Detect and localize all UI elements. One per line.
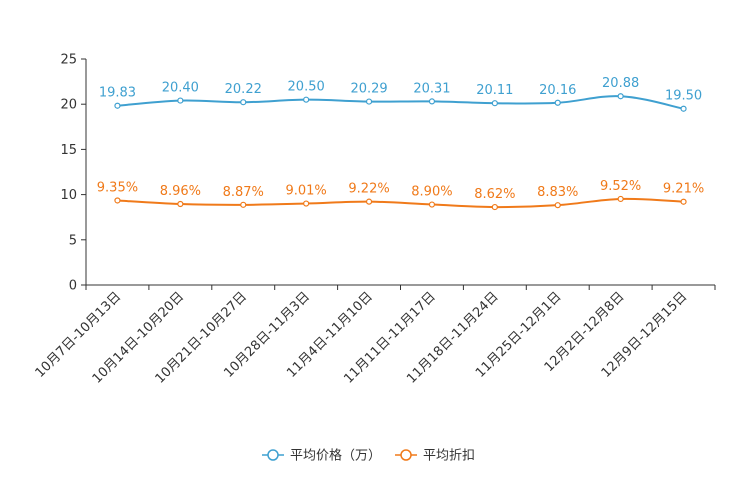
data-point[interactable] [177, 97, 184, 104]
data-label: 9.21% [663, 182, 704, 197]
data-point[interactable] [303, 200, 310, 207]
data-label: 8.83% [537, 185, 578, 200]
data-label: 20.11 [476, 83, 513, 98]
axes: 051015202510月7日-10月13日10月14日-10月20日10月21… [33, 53, 716, 387]
series-average-price: 19.83 20.40 20.22 20.50 20.29 20.31 20.11 20.16… [99, 76, 702, 112]
data-point[interactable] [177, 200, 184, 208]
y-tick-label: 0 [69, 279, 77, 294]
data-label: 8.96% [160, 184, 201, 199]
data-point[interactable] [365, 198, 373, 205]
data-label: 19.83 [99, 86, 136, 101]
legend-label: 平均价格（万） [290, 448, 381, 464]
data-point[interactable] [240, 99, 247, 106]
legend-label: 平均折扣 [423, 449, 475, 464]
series-line [117, 95, 684, 110]
data-label: 9.22% [348, 182, 389, 197]
legend-item-average-discount[interactable]: 平均折扣 [395, 449, 475, 464]
data-label: 20.22 [225, 82, 262, 97]
data-label: 20.16 [539, 83, 576, 98]
series-group: 19.83 20.40 20.22 20.50 20.29 20.31 20.11 20.16… [97, 76, 704, 211]
data-label: 20.50 [288, 80, 325, 95]
data-point[interactable] [428, 201, 436, 208]
data-label: 20.40 [162, 81, 199, 96]
legend-item-average-price[interactable]: 平均价格（万） [262, 448, 381, 464]
data-label: 9.01% [285, 184, 326, 199]
data-label: 19.50 [665, 89, 702, 104]
data-point[interactable] [303, 96, 310, 103]
y-tick-label: 5 [69, 233, 77, 248]
data-label: 8.90% [411, 185, 452, 200]
legend[interactable]: 平均价格（万） 平均折扣 [262, 448, 475, 464]
series-average-discount: 9.35% 8.96% 8.87% 9.01% 9.22% 8.90% 8.62% 8.83%… [97, 179, 704, 211]
data-point[interactable] [491, 203, 498, 211]
data-point[interactable] [365, 98, 373, 105]
y-tick-label: 20 [60, 98, 77, 113]
data-point[interactable] [114, 102, 121, 109]
data-point[interactable] [114, 197, 121, 204]
data-point[interactable] [680, 105, 687, 112]
data-point[interactable] [554, 202, 561, 209]
data-point[interactable] [491, 100, 498, 107]
data-label: 9.52% [600, 179, 641, 194]
data-point[interactable] [680, 198, 687, 205]
data-label: 20.31 [413, 81, 450, 96]
series-line [117, 197, 684, 209]
data-label: 20.29 [350, 82, 387, 97]
data-label: 8.87% [223, 185, 264, 200]
data-label: 9.35% [97, 180, 138, 195]
legend-circle-marker [400, 449, 412, 461]
data-point[interactable] [617, 195, 624, 203]
legend-circle-marker [267, 449, 279, 461]
data-point[interactable] [554, 99, 561, 106]
data-label: 8.62% [474, 187, 515, 202]
data-label: 20.88 [602, 76, 639, 91]
y-tick-label: 10 [60, 188, 77, 203]
y-tick-label: 25 [60, 53, 77, 68]
data-point[interactable] [428, 98, 436, 105]
data-point[interactable] [617, 93, 624, 100]
data-point[interactable] [240, 201, 247, 208]
y-tick-label: 15 [60, 143, 77, 158]
